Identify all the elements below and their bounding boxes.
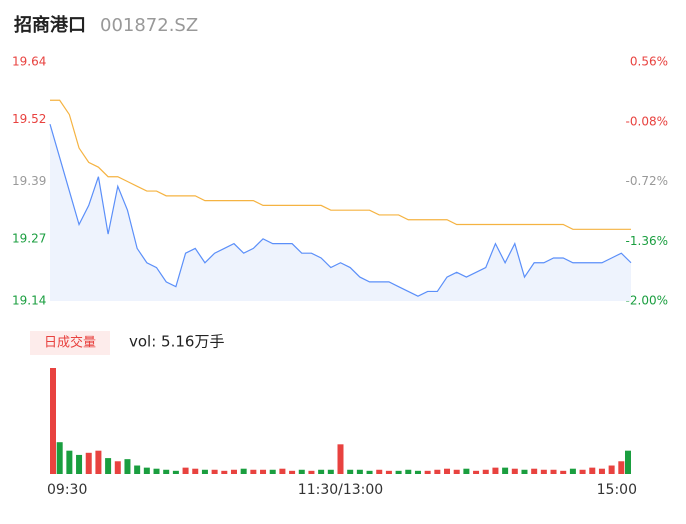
volume-bar [172, 470, 179, 474]
volume-bar [463, 468, 470, 474]
x-tick-label: 15:00 [597, 482, 637, 498]
volume-bar [298, 469, 305, 474]
volume-bar [589, 467, 596, 474]
stock-name: 招商港口 [14, 14, 86, 36]
volume-bar [376, 469, 383, 474]
volume-bar [153, 468, 160, 474]
price-area [50, 124, 631, 301]
volume-bar [250, 469, 257, 474]
volume-bar [240, 468, 247, 474]
stock-code: 001872.SZ [100, 15, 198, 36]
volume-bar [230, 469, 237, 474]
volume-bar [511, 468, 518, 474]
volume-bar [414, 470, 421, 474]
volume-bar [473, 470, 480, 474]
volume-bar [124, 459, 131, 474]
y-tick-label: 19.27 [12, 231, 46, 245]
y2-tick-label: 0.56% [630, 55, 668, 69]
x-tick-label: 09:30 [47, 482, 87, 498]
y2-tick-label: -0.08% [626, 114, 668, 128]
volume-bar [347, 469, 354, 474]
volume-bar [318, 469, 325, 474]
volume-bar [385, 470, 392, 474]
volume-bar [308, 470, 315, 474]
volume-button-bg[interactable] [30, 331, 110, 355]
volume-bar [424, 470, 431, 474]
volume-bar [192, 468, 199, 474]
price-line [49, 123, 632, 297]
volume-bar [143, 467, 150, 474]
volume-bar [405, 469, 412, 474]
volume-bar [327, 469, 334, 474]
volume-bar [569, 468, 576, 474]
y-tick-label: 19.52 [12, 112, 46, 126]
y2-tick-label: -2.00% [626, 294, 668, 308]
y2-tick-label: -1.36% [626, 234, 668, 248]
volume-bar [182, 467, 189, 474]
volume-bar [492, 467, 499, 474]
volume-bar [395, 470, 402, 474]
y-tick-label: 19.14 [12, 294, 46, 308]
volume-bar [269, 469, 276, 474]
volume-bar [608, 465, 615, 474]
volume-bar [289, 470, 296, 474]
y-tick-label: 19.39 [12, 174, 46, 188]
volume-bar [502, 467, 509, 474]
volume-bar [66, 450, 73, 474]
volume-bar [521, 469, 528, 474]
volume-button[interactable]: 日成交量 [44, 335, 96, 351]
volume-bar [105, 458, 112, 474]
volume-bar [579, 469, 586, 474]
volume-bar [540, 469, 547, 474]
volume-bar [85, 452, 92, 474]
x-tick-label: 11:30/13:00 [298, 482, 383, 498]
volume-bar [221, 470, 228, 474]
volume-bar [337, 444, 344, 474]
volume-bar [560, 470, 567, 474]
volume-bar [163, 469, 170, 474]
volume-bar [531, 468, 538, 474]
volume-bar [134, 465, 141, 474]
average-line [50, 99, 631, 230]
volume-bar [76, 454, 83, 474]
volume-bar [598, 468, 605, 474]
y2-tick-label: -0.72% [626, 174, 668, 188]
volume-bar [56, 442, 63, 474]
volume-bar [618, 461, 625, 474]
volume-bar [50, 368, 56, 474]
volume-bar [279, 468, 286, 474]
volume-bar [201, 469, 208, 474]
volume-bar [453, 469, 460, 474]
volume-bar [550, 469, 557, 474]
volume-label: vol: 5.16万手 [129, 333, 224, 351]
y-tick-label: 19.64 [12, 55, 46, 69]
volume-bar [114, 461, 121, 474]
volume-bar [260, 469, 267, 474]
volume-bar [444, 468, 451, 474]
volume-bar [625, 450, 631, 474]
volume-bar [482, 469, 489, 474]
volume-bar [434, 469, 441, 474]
volume-bar [95, 450, 102, 474]
volume-bar [366, 470, 373, 474]
volume-bar [211, 469, 218, 474]
volume-bar [356, 469, 363, 474]
